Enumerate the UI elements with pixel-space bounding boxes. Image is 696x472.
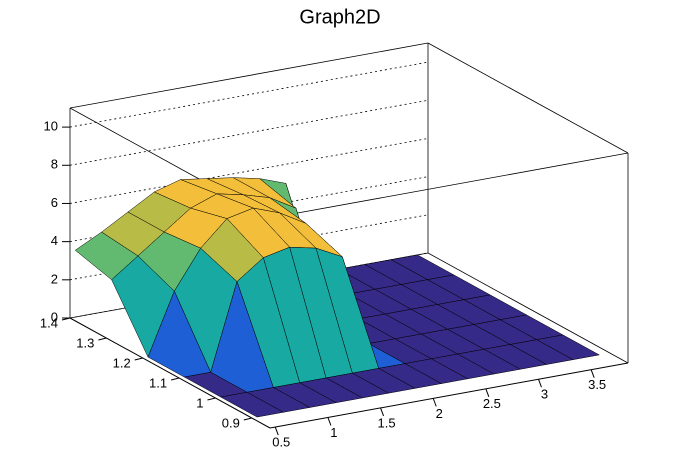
x-tick xyxy=(485,388,490,397)
z-tick-label: 4 xyxy=(51,233,58,248)
x-tick-label: 2 xyxy=(436,406,443,421)
x-tick-label: 3 xyxy=(541,387,548,402)
y-tick xyxy=(98,337,107,341)
chart-title: Graph2D xyxy=(299,6,380,28)
z-tick-label: 8 xyxy=(51,157,58,172)
y-axis xyxy=(69,317,271,429)
grid-line xyxy=(69,138,429,204)
x-tick xyxy=(274,426,279,436)
box-edge xyxy=(427,252,629,364)
x-tick xyxy=(538,379,542,388)
y-tick xyxy=(207,397,216,401)
x-tick-label: 1.5 xyxy=(378,415,396,430)
grid-line xyxy=(69,61,429,128)
z-tick-label: 10 xyxy=(44,119,58,134)
y-tick xyxy=(134,357,143,361)
y-tick xyxy=(243,417,252,421)
x-tick-label: 1 xyxy=(330,425,337,440)
x-tick-label: 0.5 xyxy=(272,434,290,449)
x-tick-label: 3.5 xyxy=(588,377,606,392)
box-edge xyxy=(427,42,629,154)
z-tick-label: 6 xyxy=(51,195,58,210)
y-tick-label: 1.1 xyxy=(149,375,167,390)
grid-line xyxy=(69,99,429,166)
x-tick xyxy=(327,417,332,426)
y-tick-label: 1 xyxy=(196,395,203,410)
y-tick-label: 1.3 xyxy=(76,335,94,350)
y-tick-label: 1.4 xyxy=(40,315,58,330)
y-tick xyxy=(170,377,180,381)
z-tick-label: 2 xyxy=(51,271,58,286)
x-tick xyxy=(432,398,437,407)
box-edge xyxy=(69,42,429,109)
x-tick xyxy=(590,369,595,378)
z-tick-label: 0 xyxy=(51,309,58,324)
y-tick xyxy=(61,317,71,321)
x-axis xyxy=(269,362,629,429)
x-tick xyxy=(380,407,385,417)
y-tick-label: 1.2 xyxy=(113,355,131,370)
y-tick-label: 0.9 xyxy=(222,415,240,430)
surface-patch xyxy=(219,392,285,418)
x-tick-label: 2.5 xyxy=(483,396,501,411)
box-edge xyxy=(269,152,629,219)
